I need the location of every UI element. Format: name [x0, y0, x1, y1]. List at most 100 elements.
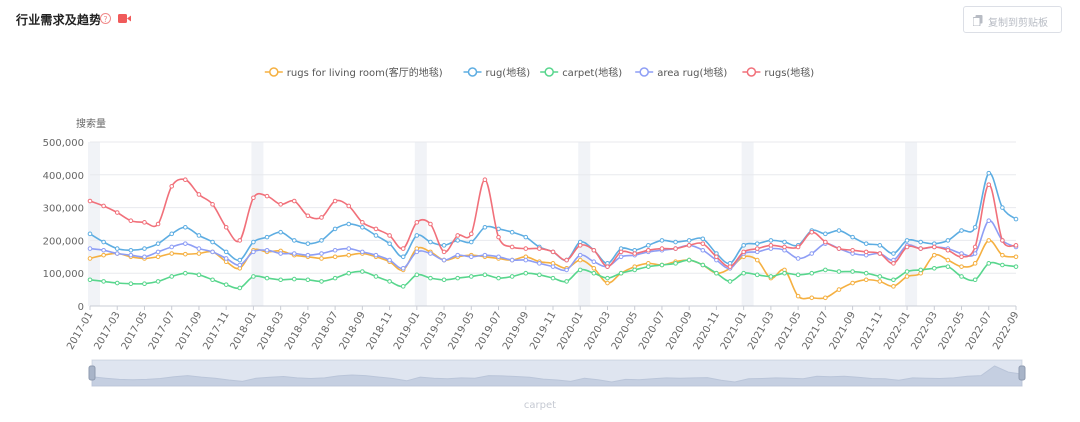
data-point[interactable]: [114, 210, 120, 215]
data-point[interactable]: [1013, 254, 1019, 260]
data-point[interactable]: [414, 272, 420, 278]
data-point[interactable]: [972, 224, 978, 230]
data-point[interactable]: [509, 274, 515, 279]
data-point[interactable]: [482, 252, 488, 258]
data-point[interactable]: [183, 224, 188, 230]
data-point[interactable]: [945, 247, 951, 253]
data-point[interactable]: [986, 218, 992, 224]
data-point[interactable]: [319, 215, 324, 220]
data-point[interactable]: [305, 213, 311, 219]
data-point[interactable]: [1013, 243, 1019, 248]
data-point[interactable]: [509, 257, 515, 263]
data-point[interactable]: [155, 241, 161, 246]
data-point[interactable]: [550, 264, 556, 269]
data-point[interactable]: [877, 251, 883, 256]
data-point[interactable]: [114, 251, 120, 256]
data-point[interactable]: [482, 177, 488, 183]
data-point[interactable]: [700, 241, 706, 246]
data-point[interactable]: [768, 274, 774, 279]
data-point[interactable]: [795, 244, 801, 250]
data-point[interactable]: [673, 239, 678, 245]
data-point[interactable]: [972, 261, 978, 266]
data-point[interactable]: [550, 249, 556, 255]
data-point[interactable]: [101, 247, 106, 253]
data-zoom-slider[interactable]: [88, 359, 1026, 387]
data-point[interactable]: [319, 279, 324, 284]
data-point[interactable]: [87, 246, 93, 251]
data-point[interactable]: [223, 224, 229, 230]
data-point[interactable]: [823, 239, 828, 245]
data-point[interactable]: [428, 275, 433, 281]
data-point[interactable]: [605, 275, 610, 281]
data-point[interactable]: [1013, 216, 1019, 222]
data-point[interactable]: [850, 280, 855, 286]
data-point[interactable]: [264, 193, 270, 199]
data-point[interactable]: [850, 269, 855, 274]
data-point[interactable]: [986, 238, 992, 243]
zoom-handle-right[interactable]: [1018, 365, 1026, 381]
data-point[interactable]: [564, 267, 569, 273]
data-point[interactable]: [128, 281, 134, 286]
data-point[interactable]: [142, 220, 147, 225]
data-point[interactable]: [496, 234, 501, 240]
data-point[interactable]: [686, 238, 692, 243]
data-point[interactable]: [809, 251, 815, 256]
data-point[interactable]: [332, 254, 338, 260]
data-point[interactable]: [823, 267, 828, 273]
data-point[interactable]: [291, 251, 297, 256]
legend-item[interactable]: rugs(地毯): [742, 66, 814, 79]
data-point[interactable]: [101, 279, 106, 284]
data-point[interactable]: [754, 241, 760, 246]
data-point[interactable]: [986, 182, 992, 187]
data-point[interactable]: [373, 226, 379, 232]
data-point[interactable]: [931, 244, 937, 250]
data-point[interactable]: [959, 228, 964, 233]
data-point[interactable]: [1000, 262, 1005, 268]
data-point[interactable]: [795, 293, 801, 299]
data-point[interactable]: [305, 252, 311, 258]
data-point[interactable]: [387, 279, 392, 284]
data-point[interactable]: [428, 251, 433, 256]
data-point[interactable]: [891, 277, 896, 283]
video-camera-icon[interactable]: [118, 14, 131, 23]
data-point[interactable]: [332, 226, 338, 232]
data-point[interactable]: [155, 249, 161, 255]
data-point[interactable]: [646, 264, 651, 269]
data-point[interactable]: [455, 275, 460, 281]
data-point[interactable]: [482, 272, 488, 278]
data-point[interactable]: [441, 249, 447, 255]
data-point[interactable]: [523, 257, 529, 263]
data-point[interactable]: [673, 261, 678, 266]
data-point[interactable]: [577, 243, 583, 248]
data-point[interactable]: [741, 270, 746, 276]
data-point[interactable]: [468, 274, 474, 279]
data-point[interactable]: [360, 220, 365, 225]
data-point[interactable]: [223, 282, 229, 287]
data-point[interactable]: [196, 246, 202, 251]
data-point[interactable]: [768, 238, 774, 243]
data-point[interactable]: [278, 251, 283, 256]
data-point[interactable]: [360, 249, 365, 255]
data-point[interactable]: [686, 243, 692, 248]
data-point[interactable]: [918, 246, 923, 251]
data-point[interactable]: [836, 246, 842, 251]
data-point[interactable]: [360, 224, 365, 230]
data-point[interactable]: [441, 243, 447, 248]
data-point[interactable]: [863, 249, 869, 255]
data-point[interactable]: [904, 269, 910, 274]
data-point[interactable]: [183, 177, 188, 183]
data-point[interactable]: [87, 256, 93, 261]
data-point[interactable]: [673, 246, 678, 251]
data-point[interactable]: [400, 265, 406, 271]
data-point[interactable]: [537, 272, 542, 278]
data-point[interactable]: [400, 246, 406, 251]
data-point[interactable]: [346, 246, 352, 251]
data-point[interactable]: [863, 277, 869, 283]
data-point[interactable]: [101, 203, 106, 209]
data-point[interactable]: [564, 257, 569, 263]
data-point[interactable]: [863, 270, 869, 276]
data-point[interactable]: [319, 256, 324, 261]
data-point[interactable]: [101, 252, 106, 258]
data-point[interactable]: [850, 247, 855, 253]
data-point[interactable]: [346, 270, 352, 276]
